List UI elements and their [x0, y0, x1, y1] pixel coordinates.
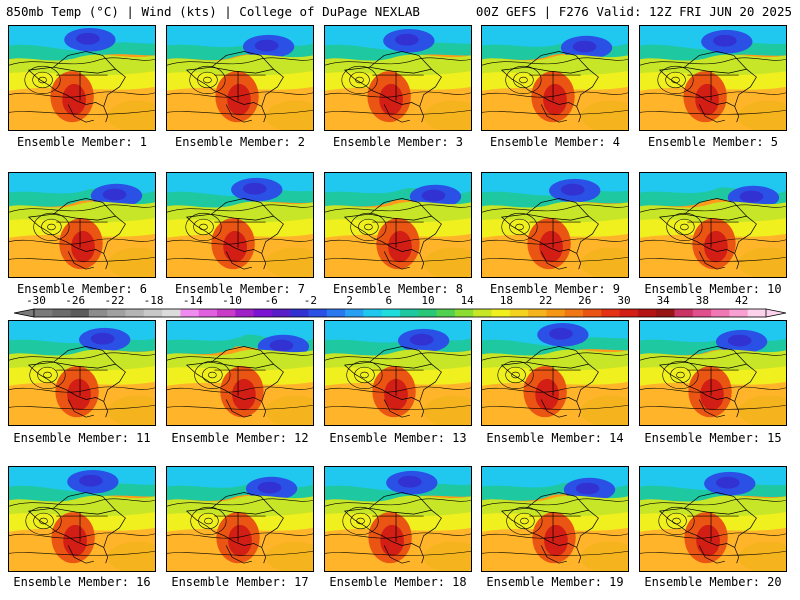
- colorbar-tick-label: 14: [460, 294, 474, 307]
- colorbar-tick-label: 6: [385, 294, 393, 307]
- ensemble-member-label: Ensemble Member: 1: [16, 135, 148, 149]
- ensemble-map-panel: [639, 466, 787, 572]
- colorbar-tick-label: -14: [182, 294, 203, 307]
- colorbar-tick-label: -10: [222, 294, 242, 307]
- colorbar-tick-label: 26: [578, 294, 592, 307]
- ensemble-member-label: Ensemble Member: 15: [644, 431, 782, 445]
- ensemble-member-label: Ensemble Member: 14: [486, 431, 624, 445]
- ensemble-map-panel: [324, 320, 472, 426]
- colorbar-tick-label: 2: [346, 294, 353, 307]
- colorbar-tick-label: 30: [617, 294, 631, 307]
- map-title: 850mb Temp (°C) | Wind (kts) | College o…: [6, 4, 420, 19]
- colorbar-tick-label: -2: [303, 294, 318, 307]
- ensemble-member-label: Ensemble Member: 13: [329, 431, 467, 445]
- ensemble-map-panel: [639, 320, 787, 426]
- ensemble-map-panel: [8, 172, 156, 278]
- ensemble-map-panel: [166, 466, 314, 572]
- ensemble-member-label: Ensemble Member: 7: [174, 282, 306, 296]
- ensemble-map-panel: [8, 25, 156, 131]
- ensemble-map-panel: [639, 172, 787, 278]
- colorbar-tick-label: 42: [734, 294, 749, 307]
- colorbar-tick-label: -22: [104, 294, 125, 307]
- temperature-colorbar: [13, 308, 787, 318]
- ensemble-map-panel: [324, 172, 472, 278]
- colorbar-tick-label: -30: [26, 294, 46, 307]
- ensemble-member-label: Ensemble Member: 11: [13, 431, 151, 445]
- colorbar-tick-label: 38: [695, 294, 710, 307]
- ensemble-map-panel: [324, 466, 472, 572]
- ensemble-map-panel: [481, 466, 629, 572]
- ensemble-member-label: Ensemble Member: 5: [647, 135, 779, 149]
- colorbar-tick-label: -18: [143, 294, 164, 307]
- ensemble-member-label: Ensemble Member: 18: [329, 575, 467, 589]
- ensemble-member-label: Ensemble Member: 20: [644, 575, 782, 589]
- colorbar-tick-label: -26: [65, 294, 86, 307]
- ensemble-member-label: Ensemble Member: 3: [332, 135, 464, 149]
- ensemble-member-label: Ensemble Member: 17: [171, 575, 309, 589]
- ensemble-map-panel: [481, 172, 629, 278]
- ensemble-map-panel: [166, 25, 314, 131]
- colorbar-tick-label: 18: [499, 294, 514, 307]
- colorbar-tick-label: 22: [538, 294, 553, 307]
- ensemble-member-label: Ensemble Member: 9: [489, 282, 621, 296]
- ensemble-map-panel: [324, 25, 472, 131]
- ensemble-map-panel: [481, 25, 629, 131]
- ensemble-map-panel: [8, 320, 156, 426]
- ensemble-member-label: Ensemble Member: 2: [174, 135, 306, 149]
- ensemble-map-panel: [639, 25, 787, 131]
- colorbar-tick-label: -6: [264, 294, 278, 307]
- ensemble-member-label: Ensemble Member: 16: [13, 575, 151, 589]
- colorbar-tick-label: 10: [421, 294, 435, 307]
- colorbar-tick-label: 34: [656, 294, 670, 307]
- ensemble-member-label: Ensemble Member: 19: [486, 575, 624, 589]
- ensemble-member-label: Ensemble Member: 6: [16, 282, 148, 296]
- ensemble-member-label: Ensemble Member: 8: [332, 282, 464, 296]
- ensemble-member-label: Ensemble Member: 4: [489, 135, 621, 149]
- ensemble-map-panel: [8, 466, 156, 572]
- ensemble-map-panel: [166, 172, 314, 278]
- ensemble-member-label: Ensemble Member: 12: [171, 431, 309, 445]
- ensemble-map-panel: [481, 320, 629, 426]
- run-valid-time: 00Z GEFS | F276 Valid: 12Z FRI JUN 20 20…: [475, 4, 792, 19]
- ensemble-map-panel: [166, 320, 314, 426]
- ensemble-member-label: Ensemble Member: 10: [644, 282, 782, 296]
